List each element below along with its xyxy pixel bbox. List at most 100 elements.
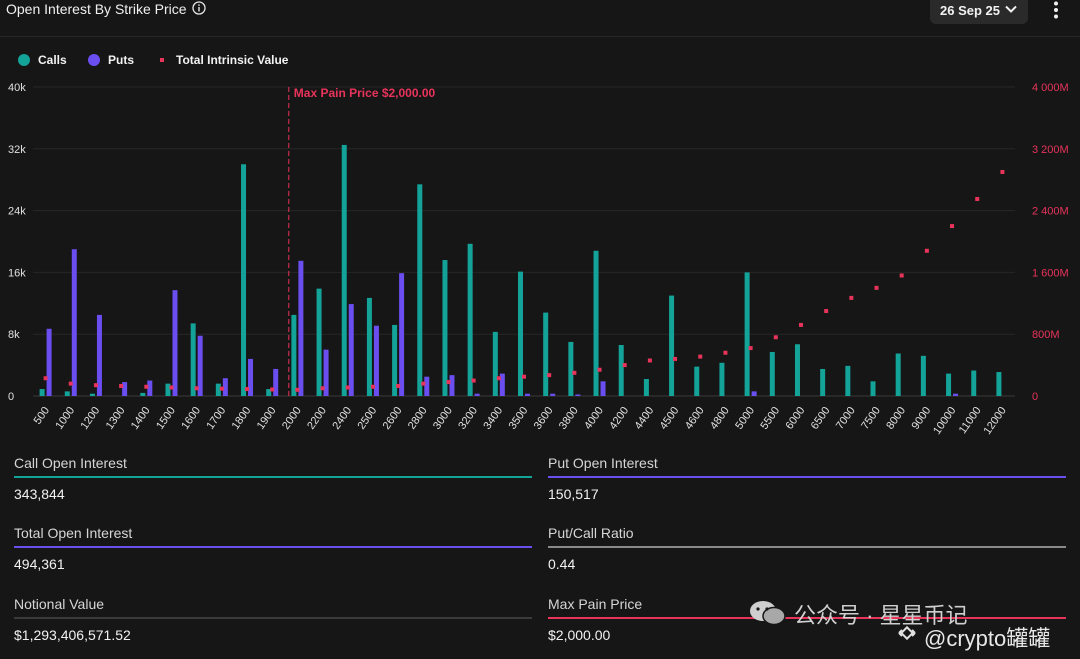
- call-oi-label: Call Open Interest: [14, 455, 127, 471]
- x-tick-label: 500: [32, 405, 52, 427]
- open-interest-chart: 0 8k 16k 24k 32k 40k 0 800M 1 600M 2 400M 3 200M 4 …: [8, 82, 1069, 437]
- intrinsic-point: [144, 384, 149, 389]
- info-icon[interactable]: [192, 1, 206, 15]
- x-tick-label: 2400: [330, 405, 354, 432]
- calls-bar: [669, 295, 675, 396]
- intrinsic-point: [798, 322, 803, 327]
- chevron-down-icon: [1005, 5, 1017, 13]
- x-tick-label: 5500: [758, 405, 782, 432]
- x-tick-label: 4400: [632, 405, 656, 432]
- put-oi-label: Put Open Interest: [548, 455, 658, 471]
- calls-bar: [492, 331, 498, 396]
- y2-tick-label: 4 000M: [1032, 82, 1069, 94]
- calls-bar: [618, 345, 624, 396]
- intrinsic-point: [93, 383, 98, 388]
- calls-bar: [744, 272, 750, 396]
- y-tick-label: 0: [8, 391, 14, 403]
- pcr-value: 0.44: [548, 556, 576, 572]
- calls-bar: [543, 312, 549, 396]
- x-tick-label: 1000: [53, 405, 77, 432]
- puts-bar: [373, 325, 379, 396]
- chart-header: Open Interest By Strike Price 26 Sep 25: [0, 0, 1080, 37]
- calls-bar: [870, 381, 876, 396]
- x-tick-label: 6500: [809, 405, 833, 432]
- intrinsic-point: [849, 295, 854, 300]
- calls-bar: [64, 391, 70, 396]
- call-oi-bar: [14, 476, 532, 478]
- calls-bar: [442, 260, 448, 396]
- puts-bar: [474, 393, 480, 396]
- chart-title: Open Interest By Strike Price: [6, 1, 187, 17]
- intrinsic-point: [496, 376, 501, 381]
- intrinsic-point: [924, 248, 929, 253]
- intrinsic-point: [320, 386, 325, 391]
- puts-bar: [600, 381, 606, 396]
- x-tick-label: 1300: [104, 405, 128, 432]
- x-tick-label: 5000: [733, 405, 757, 432]
- calls-bar: [593, 250, 599, 396]
- y2-tick-label: 800M: [1032, 329, 1060, 341]
- expiry-date-value: 26 Sep 25: [940, 3, 1000, 18]
- total-oi-value: 494,361: [14, 556, 65, 572]
- more-options-icon[interactable]: [1046, 0, 1066, 20]
- watermark-line1: 公众号 · 星星币记: [794, 603, 968, 628]
- intrinsic-point: [950, 224, 955, 229]
- x-tick-label: 1500: [154, 405, 178, 432]
- intrinsic-point: [421, 381, 426, 386]
- x-tick-label: 8000: [884, 405, 908, 432]
- intrinsic-point: [245, 387, 250, 392]
- intrinsic-point: [673, 356, 678, 361]
- intrinsic-point: [597, 367, 602, 372]
- puts-bar: [122, 382, 128, 396]
- intrinsic-point: [975, 197, 980, 202]
- watermark: 公众号 · 星星币记 @crypto罐罐: [748, 598, 1078, 654]
- calls-bar: [417, 184, 423, 396]
- x-tick-label: 2600: [381, 405, 405, 432]
- y2-tick-label: 3 200M: [1032, 144, 1069, 156]
- put-oi-bar: [548, 476, 1066, 478]
- x-tick-label: 4200: [607, 405, 631, 432]
- puts-bar: [323, 349, 329, 396]
- intrinsic-point: [270, 387, 275, 392]
- legend-calls-label: Calls: [38, 53, 67, 67]
- intrinsic-point: [572, 370, 577, 375]
- calls-bar: [568, 341, 574, 396]
- calls-bar: [215, 383, 221, 396]
- intrinsic-point: [899, 273, 904, 278]
- legend-puts-label: Puts: [108, 53, 135, 67]
- intrinsic-point: [295, 387, 300, 392]
- calls-swatch: [18, 54, 30, 66]
- x-tick-label: 3200: [456, 405, 480, 432]
- intrinsic-point: [522, 374, 526, 379]
- x-tick-label: 4500: [658, 405, 682, 432]
- calls-bar: [89, 393, 95, 396]
- calls-bar: [341, 144, 347, 396]
- calls-bar: [366, 297, 372, 396]
- x-tick-label: 3500: [507, 405, 531, 432]
- puts-bar: [298, 260, 304, 396]
- puts-bar: [424, 376, 430, 396]
- calls-bar: [920, 355, 926, 396]
- y-tick-label: 24k: [8, 206, 26, 218]
- x-tick-label: 7000: [834, 405, 858, 432]
- y2-tick-label: 0: [1032, 391, 1038, 403]
- intrinsic-point: [748, 346, 753, 351]
- puts-bar: [751, 391, 757, 396]
- notional-bar: [14, 617, 532, 619]
- x-tick-label: 2000: [280, 405, 304, 432]
- puts-bar: [575, 394, 581, 396]
- intrinsic-point: [219, 386, 224, 391]
- expiry-date-select[interactable]: 26 Sep 25: [930, 0, 1028, 24]
- wechat-icon: [750, 601, 786, 626]
- legend-intrinsic-label: Total Intrinsic Value: [176, 53, 289, 67]
- puts-bar: [147, 380, 153, 396]
- x-tick-label: 4800: [708, 405, 732, 432]
- intrinsic-point: [824, 309, 829, 314]
- puts-bar: [499, 373, 505, 396]
- x-tick-label: 3600: [532, 405, 556, 432]
- calls-bar: [845, 365, 851, 396]
- chart-grid: [33, 86, 1015, 397]
- chart-points: [43, 169, 1005, 392]
- total-oi-bar: [14, 546, 532, 548]
- x-tick-label: 2500: [356, 405, 380, 432]
